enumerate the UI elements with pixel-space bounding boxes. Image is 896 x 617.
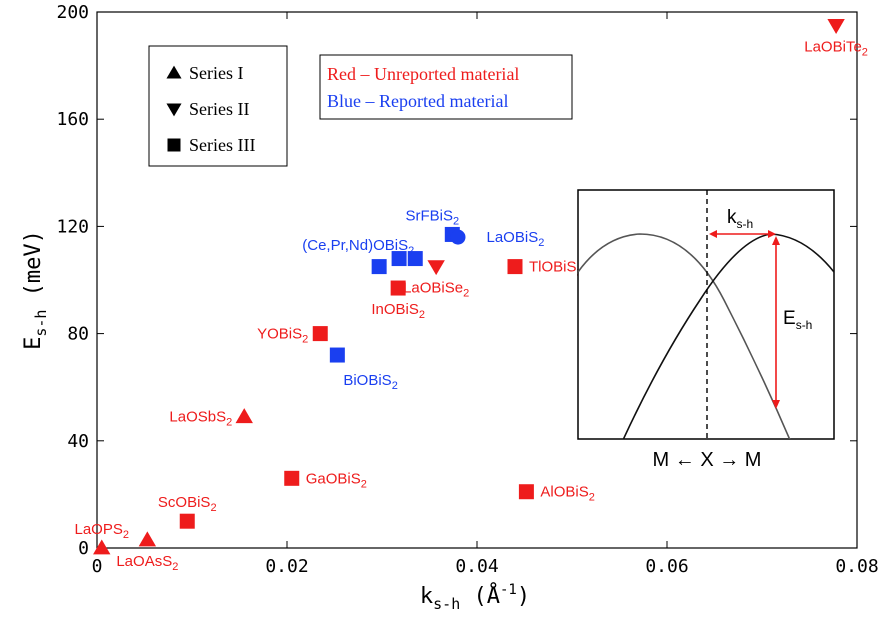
point-label: AlOBiS2 — [540, 484, 594, 504]
point-label: LaOSbS2 — [169, 409, 232, 429]
inset-e-label: Es-h — [783, 308, 812, 332]
legend-marker-triangle-up — [166, 65, 182, 79]
legend-label: Series III — [189, 135, 255, 155]
point-label: LaOAsS2 — [116, 553, 178, 573]
x-tick-label: 0.02 — [265, 556, 308, 577]
color-legend: Red – Unreported material Blue – Reported… — [319, 54, 573, 120]
plot-axes: 0 0.02 0.04 0.06 0.08 0 40 80 120 160 200 ks-h (Å-1… — [21, 2, 879, 613]
color-legend-label: Red – Unreported material — [327, 64, 519, 84]
point-marker — [179, 513, 195, 529]
point-label: SrFBiS2 — [406, 208, 460, 228]
point-label: LaOBiTe2 — [804, 38, 868, 58]
band-right — [622, 233, 834, 439]
legend-marker-triangle-down — [166, 103, 182, 117]
point-label: TlOBiS2 — [529, 259, 583, 279]
point-marker — [93, 539, 111, 555]
x-tick-label: 0.06 — [645, 556, 688, 577]
inset-k-label: ks-h — [727, 207, 753, 231]
point-label: LaOBiS2 — [487, 229, 545, 249]
x-axis-label: ks-h (Å-1) — [420, 582, 530, 613]
point-label: GaOBiS2 — [306, 470, 367, 490]
legend-label: Series I — [189, 63, 243, 83]
e-arrowhead-bottom — [772, 400, 780, 409]
series-legend: Series I Series II Series III — [148, 45, 288, 167]
color-legend-box — [319, 54, 573, 120]
e-arrowhead-top — [772, 236, 780, 245]
inset-curves — [578, 233, 834, 439]
y-tick-label: 80 — [67, 324, 89, 345]
y-tick-label: 120 — [56, 216, 89, 237]
point-marker — [312, 326, 328, 342]
x-tick-label: 0 — [92, 556, 103, 577]
k-arrowhead-left — [709, 230, 717, 238]
legend-marker-square — [167, 138, 181, 152]
point-marker — [518, 484, 534, 500]
point-marker — [507, 259, 523, 275]
point-marker — [390, 280, 406, 296]
point-label: LaOPS2 — [75, 521, 130, 541]
inset-frame — [577, 189, 835, 440]
inset-axis-label: M ← X → M — [653, 449, 762, 471]
color-legend-label: Blue – Reported material — [327, 91, 508, 111]
point-label: LaOBiSe2 — [403, 280, 469, 300]
point-marker — [427, 260, 445, 276]
point-label: (Ce,Pr,Nd)OBiS2 — [302, 237, 414, 257]
point-label: BiOBiS2 — [343, 372, 397, 392]
x-tick-label: 0.08 — [835, 556, 878, 577]
point-marker — [329, 347, 345, 363]
legend-label: Series II — [189, 99, 249, 119]
point-marker — [284, 470, 300, 486]
point-marker — [827, 18, 845, 34]
point-marker — [371, 259, 387, 275]
band-left — [578, 233, 791, 439]
point-label: YOBiS2 — [257, 326, 308, 346]
k-arrowhead-right — [768, 230, 776, 238]
point-label: ScOBiS2 — [158, 494, 217, 514]
y-tick-label: 160 — [56, 109, 89, 130]
point-marker — [407, 251, 423, 267]
y-tick-label: 200 — [56, 2, 89, 23]
x-tick-label: 0.04 — [455, 556, 498, 577]
y-axis-label: Es-h (meV) — [21, 230, 50, 350]
y-tick-label: 40 — [67, 431, 89, 452]
point-labels: LaOPS2 LaOAsS2 ScOBiS2 LaOSbS2 GaOBiS2 YOBiS2… — [75, 38, 868, 573]
point-marker — [138, 531, 157, 547]
y-tick-label: 0 — [78, 538, 89, 559]
point-label: InOBiS2 — [371, 301, 425, 321]
inset-band-diagram: ks-h Es-h M ← X → M — [577, 189, 835, 471]
point-marker — [391, 251, 407, 267]
point-marker — [450, 229, 466, 245]
data-points — [93, 18, 845, 555]
point-marker — [235, 408, 253, 424]
